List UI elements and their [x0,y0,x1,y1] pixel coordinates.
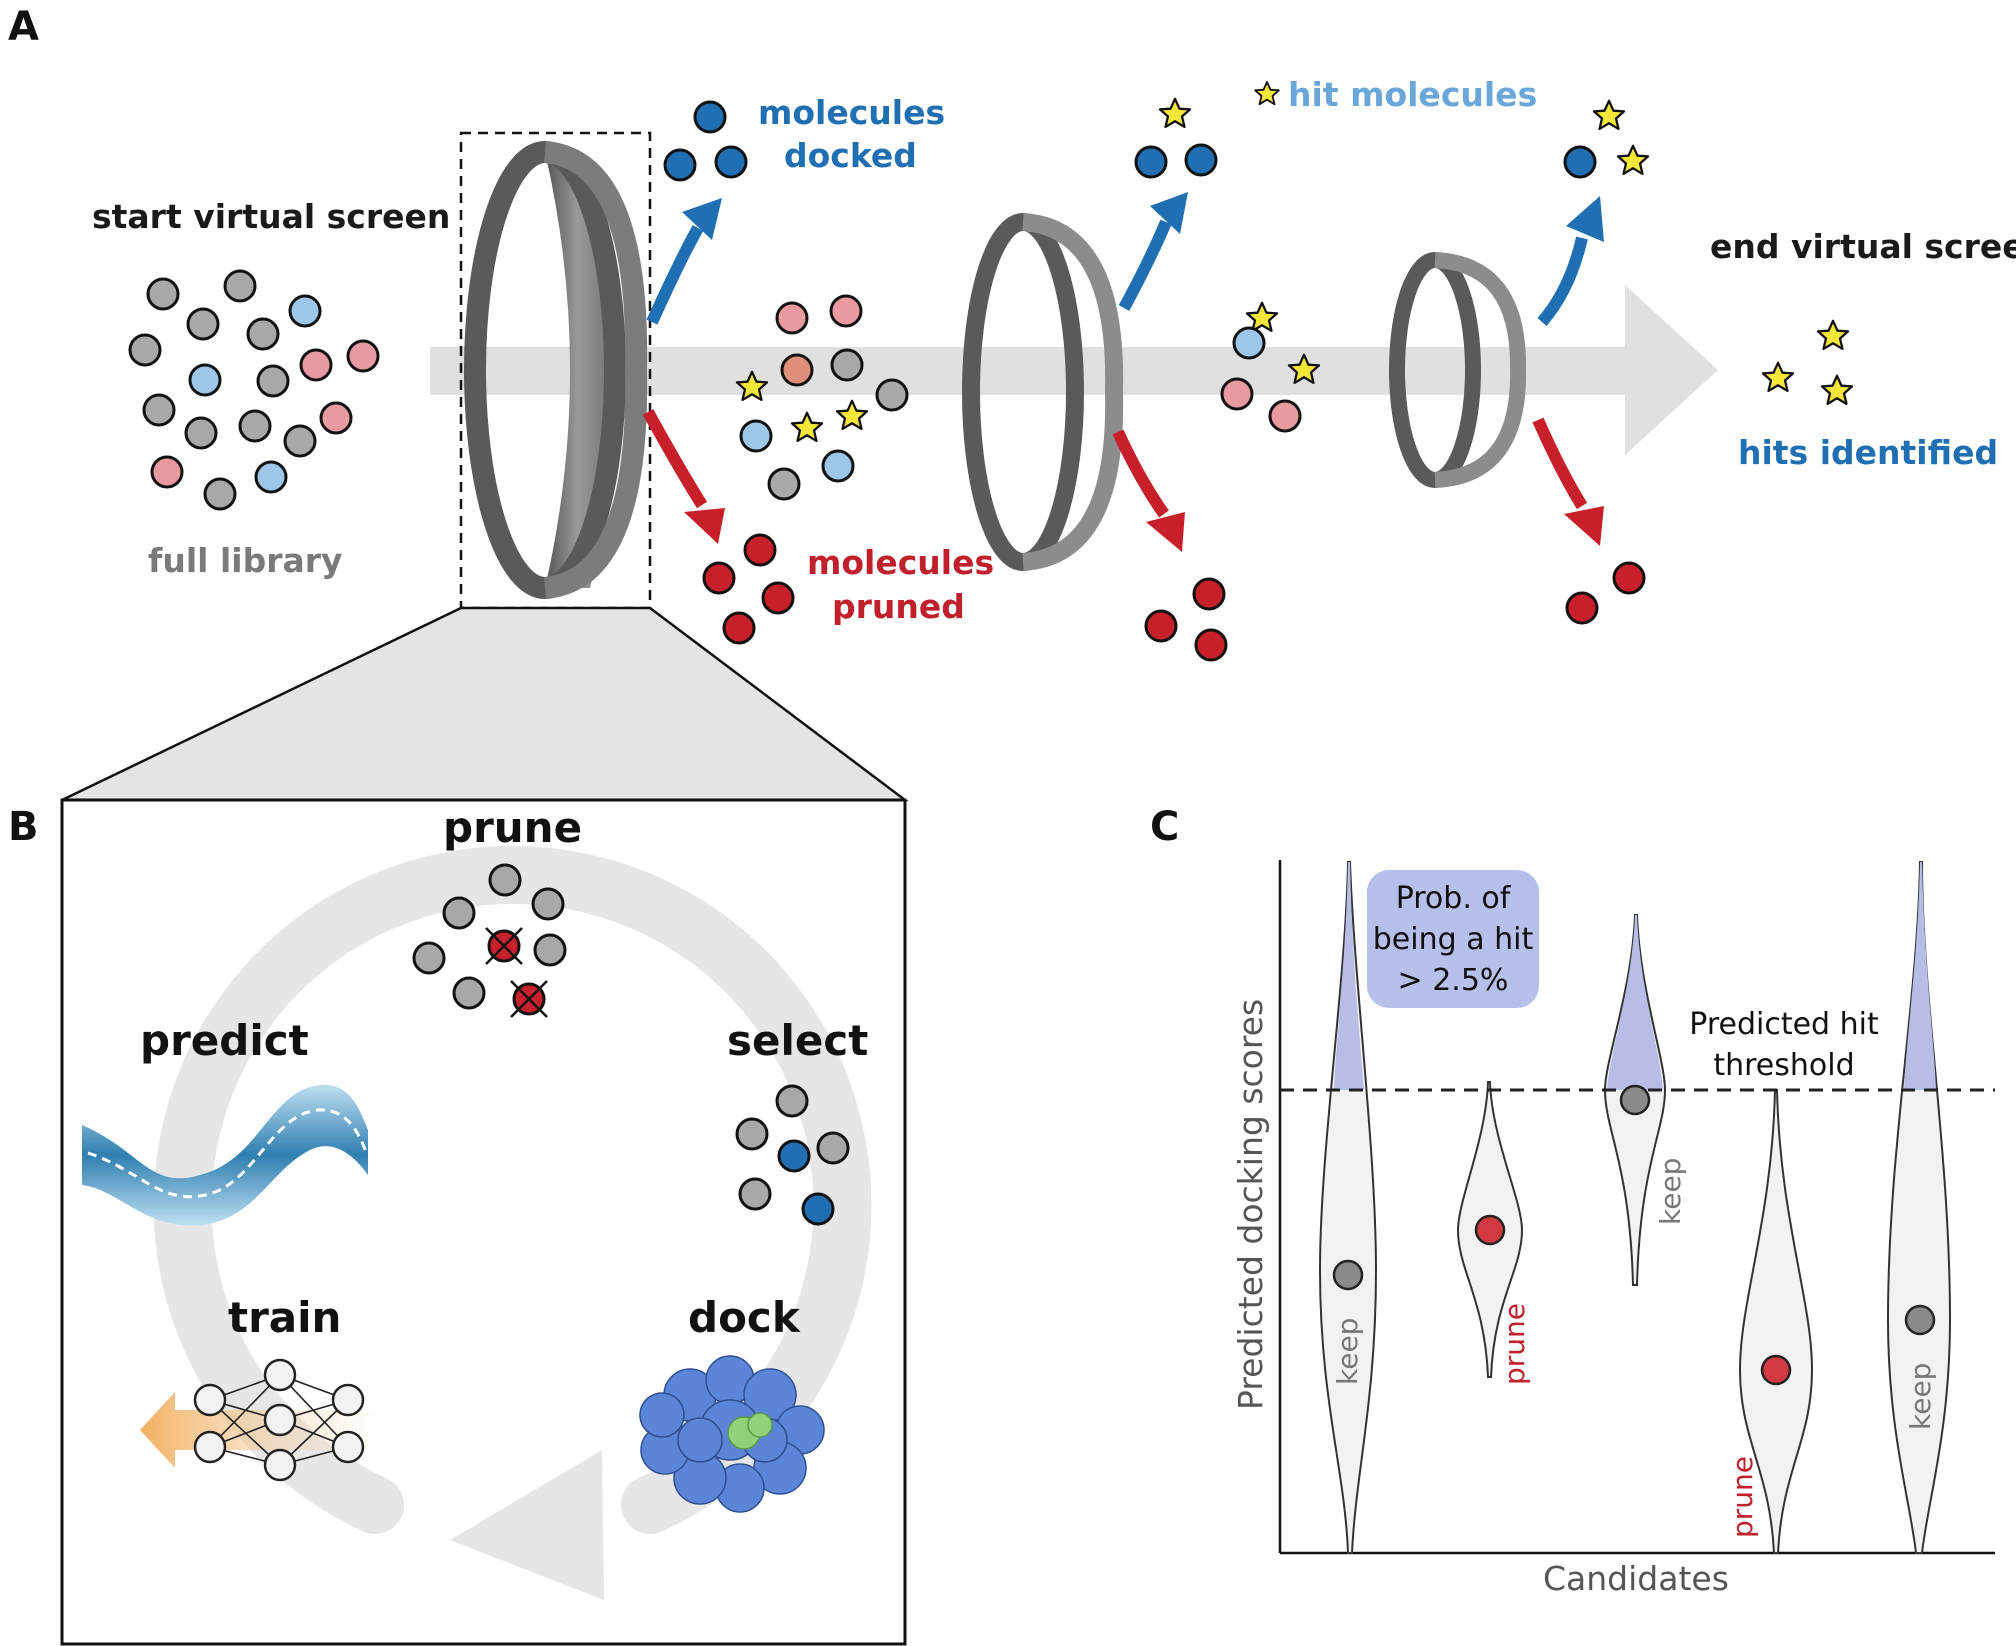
hit-legend-label: hit molecules [1288,75,1537,114]
prediction-wave-icon [82,1084,368,1226]
violin-label-keep: keep [1331,1318,1364,1385]
panel-c-letter: C [1150,804,1179,850]
violin-medians [1332,1084,1936,1386]
star-icon [1761,319,1854,406]
cycle-arrow-head [450,1450,604,1600]
pruned-label-line1: molecules [807,543,994,582]
protein-icon [639,1355,825,1513]
pruned-molecules [1565,561,1646,625]
violin-label-keep: keep [1654,1158,1687,1225]
remaining-molecules [1220,326,1302,433]
hits-identified-label: hits identified [1738,433,1998,472]
docked-label-line2: docked [784,136,917,175]
remaining-molecules [739,294,909,501]
violin [1318,861,1378,1554]
end-screen-label: end virtual screen [1710,227,2016,266]
pruned-molecules [1144,577,1228,662]
step-dock-label: dock [688,1293,801,1342]
docked-arrows [646,192,1604,326]
docked-molecules [1563,145,1597,179]
full-library-label: full library [148,541,343,580]
step-select-label: select [727,1016,868,1065]
violin-top [1334,862,1364,1090]
y-axis-label: Predicted docking scores [1231,999,1270,1410]
panel-a-letter: A [8,4,39,50]
ring-filter-icon [464,141,648,599]
prune-molecules [412,863,567,1018]
full-library-molecules [128,269,380,511]
violin-label-prune: prune [1498,1303,1531,1385]
ring-zoom-box [459,131,652,610]
violin-top [1607,915,1663,1090]
probability-text-line2: being a hit [1373,922,1534,957]
docked-label-line1: molecules [758,93,945,132]
step-predict-label: predict [140,1016,309,1065]
probability-text-line3: > 2.5% [1398,963,1509,998]
star-icon [1592,99,1650,176]
pruned-label-line2: pruned [832,587,965,626]
violin-top [1904,862,1936,1090]
x-axis-label: Candidates [1543,1559,1729,1598]
probability-text-line1: Prob. of [1396,881,1512,916]
star-icon [1254,81,1280,106]
pruned-molecules [702,533,795,645]
ring-filter-icon [962,213,1124,571]
neural-network-icon [140,1358,390,1482]
violin [1738,1089,1814,1554]
docked-molecules [1134,143,1218,179]
step-train-label: train [228,1293,341,1342]
start-screen-label: start virtual screen [92,197,450,236]
violin-label-keep: keep [1904,1363,1937,1430]
threshold-label-line1: Predicted hit [1689,1007,1879,1042]
pruned-arrows [642,409,1604,552]
probability-box [1367,870,1539,1008]
violin-label-prune: prune [1726,1456,1759,1538]
docked-molecules [663,100,748,182]
select-molecules [735,1084,850,1226]
ring-filter-icon [1389,252,1527,488]
zoom-projection [61,606,909,802]
panel-b-letter: B [8,804,39,850]
violin [1886,861,1952,1554]
threshold-label-line2: threshold [1713,1048,1854,1083]
step-prune-label: prune [443,803,582,852]
